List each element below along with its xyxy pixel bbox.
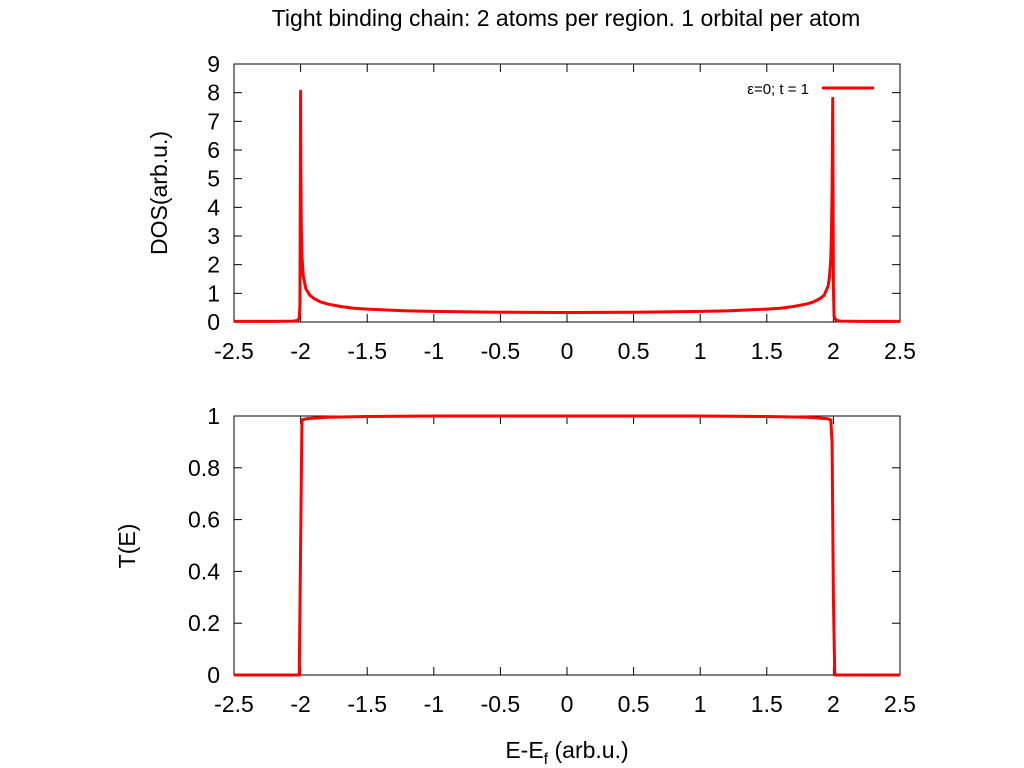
dos-x-tick-label: -2 xyxy=(290,338,310,364)
transmission-y-tick-label: 1 xyxy=(207,403,220,429)
transmission-y-tick-label: 0 xyxy=(207,662,220,688)
dos-tick-marks xyxy=(233,63,901,323)
transmission-series-line xyxy=(234,414,900,677)
dos-x-tick-labels: -2.5 -2 -1.5 -1 -0.5 0 0.5 1 1.5 2 2.5 xyxy=(214,338,916,364)
dos-y-tick-labels: 0 12 3 45 6 78 9 xyxy=(207,51,220,335)
dos-y-tick-label: 1 xyxy=(207,280,220,306)
dos-panel: -2.5 -2 -1.5 -1 -0.5 0 0.5 1 1.5 2 2.5 0123456789 … xyxy=(146,51,916,364)
dos-x-tick-label: 0 xyxy=(561,338,574,364)
transmission-x-tick-label: 2 xyxy=(827,691,840,717)
transmission-x-tick-label: -1 xyxy=(424,691,444,717)
x-axis-label-main: E-E xyxy=(505,737,543,763)
transmission-x-tick-label: 1 xyxy=(694,691,707,717)
dos-x-tick-label: -1 xyxy=(424,338,444,364)
transmission-x-tick-label: 2.5 xyxy=(884,691,916,717)
transmission-plot-frame xyxy=(233,415,901,676)
transmission-x-tick-label: -2.5 xyxy=(214,691,254,717)
dos-y-tick-label: 0 xyxy=(207,309,220,335)
transmission-y-tick-label: 0.2 xyxy=(188,610,220,636)
transmission-x-tick-labels: -2.5 -2 -1.5 -1 -0.5 0 0.5 1 1.5 2 2.5 xyxy=(214,691,916,717)
dos-y-tick-label: 2 xyxy=(207,252,220,278)
dos-x-tick-label: 0.5 xyxy=(618,338,650,364)
dos-x-tick-label: 1.5 xyxy=(751,338,783,364)
dos-y-tick-label: 9 xyxy=(207,51,220,77)
transmission-x-tick-label: 0 xyxy=(561,691,574,717)
legend-label: ε=0; t = 1 xyxy=(747,81,809,98)
dos-y-tick-label: 5 xyxy=(207,166,220,192)
dos-x-tick-label: 2 xyxy=(827,338,840,364)
transmission-y-tick-label: 0.6 xyxy=(188,507,220,533)
transmission-x-tick-label: -2 xyxy=(290,691,310,717)
dos-y-axis-label: DOS(arb.u.) xyxy=(146,131,172,255)
dos-y-tick-label: 7 xyxy=(207,108,220,134)
dos-y-tick-label: 4 xyxy=(207,194,220,220)
dos-plot-frame xyxy=(233,63,901,323)
dos-x-tick-label: 2.5 xyxy=(884,338,916,364)
transmission-y-tick-labels: 0 0.2 0.4 0.6 0.8 1 xyxy=(188,403,220,688)
transmission-x-tick-label: 1.5 xyxy=(751,691,783,717)
transmission-x-tick-label: 0.5 xyxy=(618,691,650,717)
x-axis-label-subscript: f xyxy=(544,751,549,768)
x-axis-label-units: (arb.u.) xyxy=(548,737,629,763)
dos-x-tick-label: -0.5 xyxy=(481,338,521,364)
dos-y-tick-label: 6 xyxy=(207,137,220,163)
dos-x-tick-label: -2.5 xyxy=(214,338,254,364)
transmission-y-tick-label: 0.8 xyxy=(188,455,220,481)
transmission-panel: -2.5 -2 -1.5 -1 -0.5 0 0.5 1 1.5 2 2.5 00.20.40.60… xyxy=(114,403,916,768)
dos-y-tick-label: 8 xyxy=(207,80,220,106)
dos-x-tick-label: -1.5 xyxy=(347,338,387,364)
transmission-x-tick-label: -1.5 xyxy=(347,691,387,717)
dos-x-tick-label: 1 xyxy=(694,338,707,364)
transmission-tick-marks xyxy=(233,415,901,676)
chart-title: Tight binding chain: 2 atoms per region.… xyxy=(272,5,861,31)
transmission-x-tick-label: -0.5 xyxy=(481,691,521,717)
transmission-y-axis-label: T(E) xyxy=(114,524,140,569)
x-axis-label: E-Ef (arb.u.) xyxy=(505,737,628,768)
dos-y-tick-label: 3 xyxy=(207,223,220,249)
dos-series-line xyxy=(234,89,900,323)
transmission-y-tick-label: 0.4 xyxy=(188,558,220,584)
